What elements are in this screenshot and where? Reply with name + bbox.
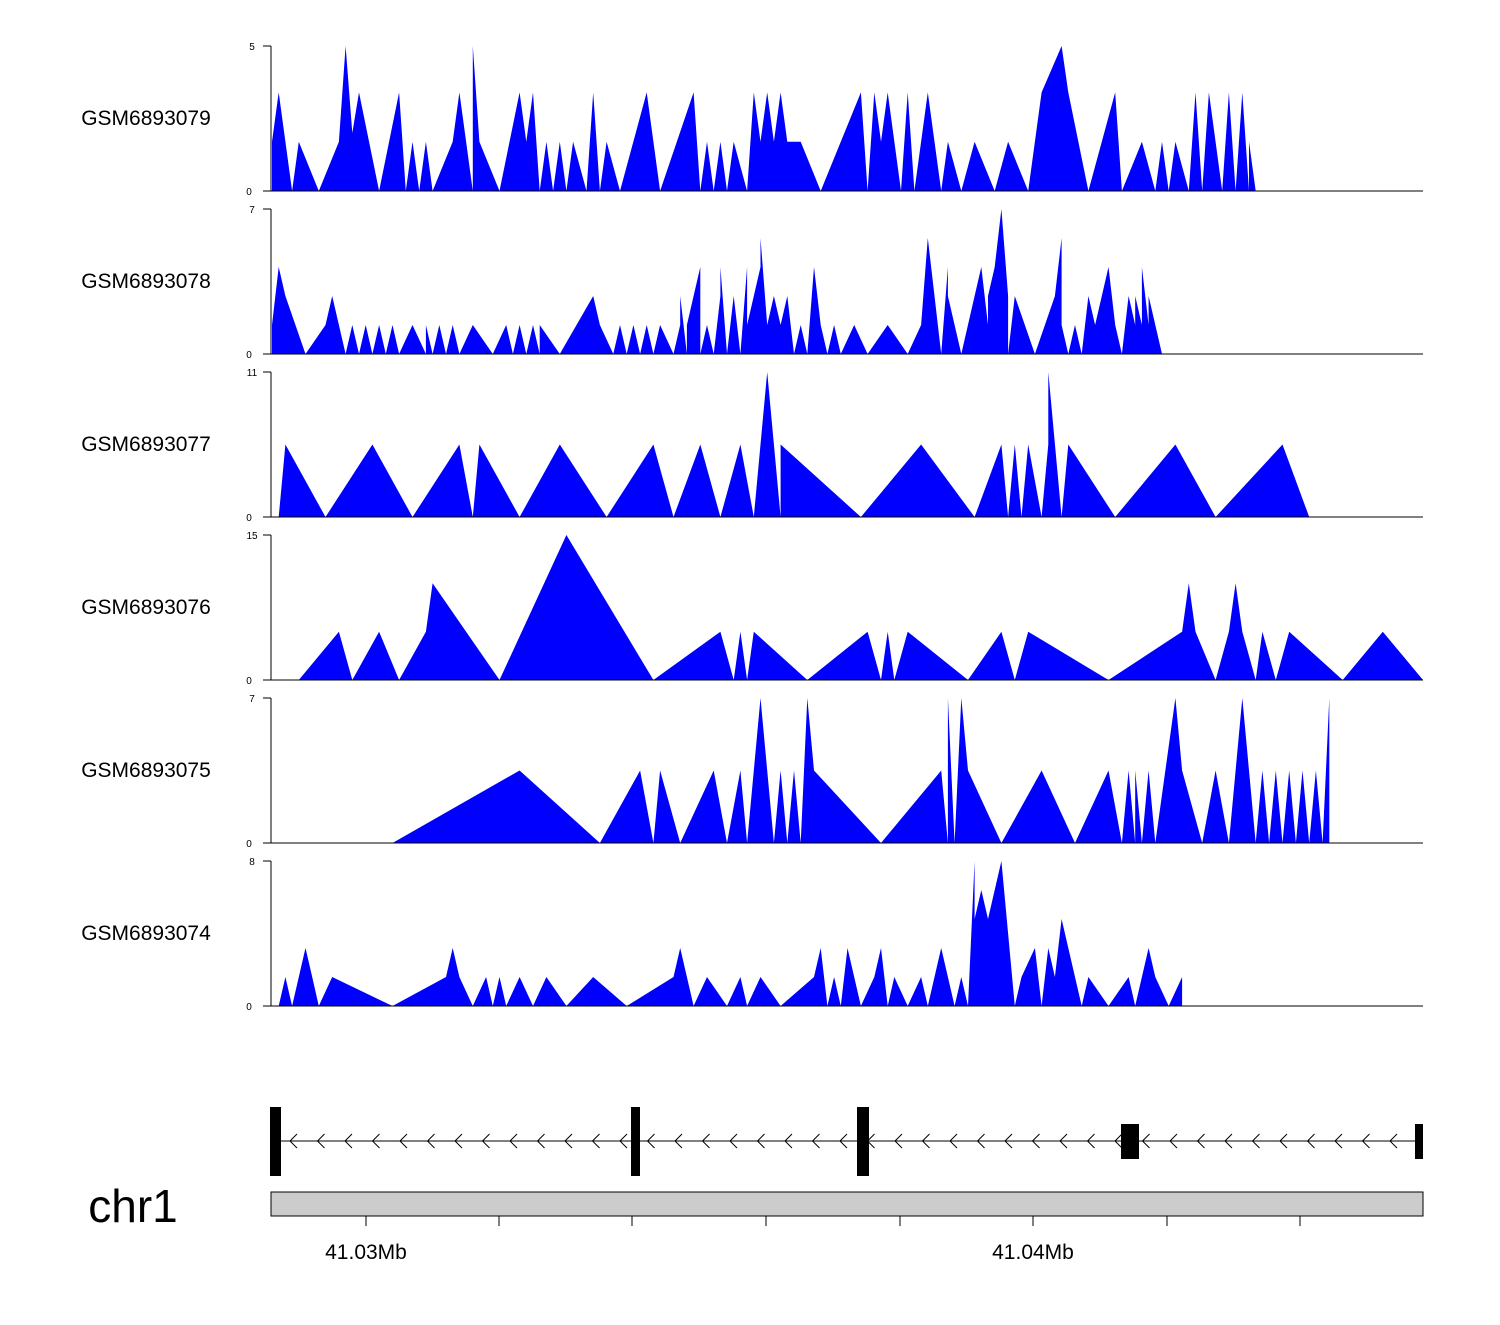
strand-arrow [399,1133,408,1149]
track-GSM6893077: 11 0 GSM6893077 [81,368,1423,524]
strand-arrow [344,1133,353,1149]
strand-arrow [1224,1133,1233,1149]
y-tick-label: 15 [246,531,258,542]
y-tick-label: 0 [246,350,252,361]
strand-arrow [316,1133,325,1149]
exon-4 [1121,1124,1139,1159]
strand-arrow [1334,1133,1343,1149]
coverage-area [272,209,1162,354]
strand-arrow [949,1133,958,1149]
coverage-tracks: 5 0 GSM6893079 7 0 GSM6893078 11 0 GSM6893077 15 0… [81,42,1423,1013]
strand-arrow [289,1133,298,1149]
strand-arrow [619,1133,628,1149]
strand-arrow [1004,1133,1013,1149]
coverage-area [392,698,1330,843]
coverage-area [278,372,1310,517]
chromosome-axis: chr1 41.03Mb 41.04Mb [88,1180,1424,1264]
y-tick-label: 0 [246,839,252,850]
strand-arrow [1196,1133,1205,1149]
y-tick-label: 0 [246,676,252,687]
y-tick-label: 0 [246,1002,252,1013]
strand-arrow [1141,1133,1150,1149]
strand-arrow [1169,1133,1178,1149]
track-GSM6893076: 15 0 GSM6893076 [81,531,1423,687]
gene-model [270,1107,1423,1176]
y-tick-label: 0 [246,187,252,198]
exon-2 [631,1107,640,1176]
strand-arrow [1279,1133,1288,1149]
strand-arrow [729,1133,738,1149]
strand-arrow [371,1133,380,1149]
strand-arrow [921,1133,930,1149]
strand-arrow [536,1133,545,1149]
chromosome-label: chr1 [88,1180,177,1232]
exon-5 [1415,1124,1423,1159]
track-GSM6893078: 7 0 GSM6893078 [81,205,1423,361]
exon-3 [857,1107,869,1176]
track-label: GSM6893074 [81,922,211,945]
strand-arrow [1114,1133,1123,1149]
coverage-area [298,535,1423,680]
strand-arrow [564,1133,573,1149]
y-tick-label: 5 [249,42,255,53]
strand-arrow [701,1133,710,1149]
strand-arrow [894,1133,903,1149]
track-GSM6893075: 7 0 GSM6893075 [81,694,1423,850]
strand-arrow [674,1133,683,1149]
strand-arrow [1059,1133,1068,1149]
axis-tick-label: 41.04Mb [992,1241,1074,1264]
strand-arrow [509,1133,518,1149]
strand-arrow [591,1133,600,1149]
track-label: GSM6893078 [81,270,211,293]
track-GSM6893074: 8 0 GSM6893074 [81,857,1423,1013]
exon-1 [270,1107,281,1176]
strand-arrow [839,1133,848,1149]
chromosome-bar [270,1191,1424,1217]
strand-arrow [976,1133,985,1149]
coverage-area [278,861,1183,1006]
y-tick-label: 0 [246,513,252,524]
strand-arrow [784,1133,793,1149]
strand-arrow [811,1133,820,1149]
strand-arrow [481,1133,490,1149]
strand-arrow [1389,1133,1398,1149]
strand-arrow [1306,1133,1315,1149]
axis-tick-label: 41.03Mb [325,1241,407,1264]
strand-arrow [756,1133,765,1149]
y-tick-label: 11 [247,368,258,379]
track-label: GSM6893076 [81,596,211,619]
strand-arrow [1031,1133,1040,1149]
strand-arrow [1086,1133,1095,1149]
strand-arrow [426,1133,435,1149]
y-tick-label: 7 [249,694,255,705]
track-label: GSM6893077 [81,433,211,456]
y-tick-label: 8 [249,857,255,868]
y-tick-label: 7 [249,205,255,216]
strand-arrow [1361,1133,1370,1149]
coverage-area [272,46,1256,191]
track-GSM6893079: 5 0 GSM6893079 [81,42,1423,198]
track-label: GSM6893079 [81,107,211,130]
strand-arrow [646,1133,655,1149]
strand-arrow [1251,1133,1260,1149]
track-label: GSM6893075 [81,759,211,782]
strand-arrow [454,1133,463,1149]
